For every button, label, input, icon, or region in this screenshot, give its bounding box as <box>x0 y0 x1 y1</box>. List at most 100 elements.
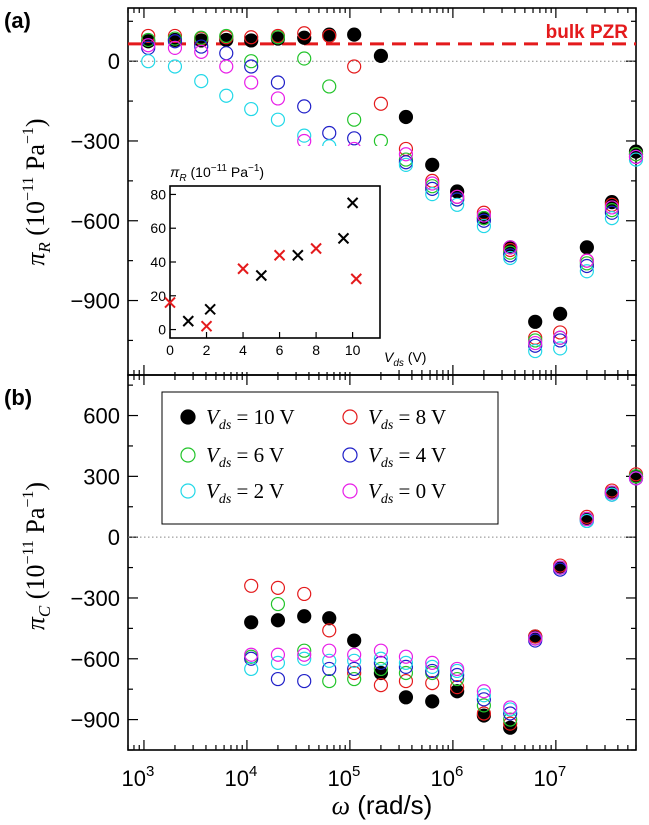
data-point <box>347 27 362 42</box>
x-tick-label: 104 <box>225 763 258 791</box>
data-point <box>425 157 440 173</box>
y-tick-label: −900 <box>70 289 120 314</box>
data-point <box>503 700 518 715</box>
data-point <box>194 30 209 45</box>
inset-cross-marker <box>237 263 249 275</box>
data-point <box>398 155 414 170</box>
inset-cross-marker <box>164 296 176 309</box>
data-point <box>579 240 594 255</box>
data-point <box>373 655 389 670</box>
inset-cross-marker <box>292 249 304 261</box>
legend-marker <box>180 483 196 499</box>
data-point <box>347 665 362 681</box>
data-point <box>244 59 259 74</box>
data-point <box>628 149 644 165</box>
inset-y-tick-label: 0 <box>158 322 166 338</box>
data-point <box>244 578 259 593</box>
data-point <box>628 471 644 486</box>
inset-cross-marker <box>310 242 322 255</box>
data-point <box>373 48 389 63</box>
inset-points <box>164 197 362 332</box>
data-point <box>347 131 362 146</box>
inset-x-tick-label: 4 <box>239 342 247 358</box>
legend-marker <box>342 483 358 499</box>
y-tick-label: 300 <box>83 464 120 489</box>
data-point <box>244 30 259 45</box>
data-point <box>270 655 286 670</box>
data-point <box>425 655 440 670</box>
x-tick-label: 106 <box>430 763 463 791</box>
legend-label: Vds = 6 V <box>206 443 284 471</box>
data-point <box>141 32 156 48</box>
inset-x-tick-label: 8 <box>312 342 320 358</box>
data-point <box>425 694 440 709</box>
inset-y-tick-label: 80 <box>150 186 166 202</box>
inset-cross-marker <box>204 303 216 315</box>
data-point <box>476 698 491 713</box>
data-point <box>297 26 312 41</box>
data-point <box>553 325 568 340</box>
data-point <box>347 661 362 677</box>
panel-b-points <box>244 467 644 735</box>
data-point <box>297 99 312 114</box>
y-tick-label: 0 <box>108 525 120 550</box>
data-point <box>347 59 362 74</box>
data-point <box>425 176 440 191</box>
data-point <box>270 112 286 127</box>
panel-b-x-ticks <box>127 375 637 750</box>
inset-y-tick-label: 40 <box>150 254 166 270</box>
data-point <box>322 643 337 658</box>
data-point <box>297 647 312 662</box>
panel-b-y-axis-label: πC (10−11 Pa−1) <box>20 482 54 630</box>
data-point <box>297 643 312 658</box>
inset-x-label: Vds (V) <box>384 349 426 369</box>
data-point <box>398 665 414 681</box>
y-tick-label: −600 <box>70 647 120 672</box>
data-point <box>579 511 594 527</box>
data-point <box>270 647 286 662</box>
data-point <box>604 485 619 500</box>
data-point <box>425 659 440 674</box>
data-point <box>503 706 518 721</box>
panel-a-y-axis-label: πR (10−11 Pa−1) <box>20 118 54 265</box>
data-point <box>322 653 337 668</box>
inset-cross-marker <box>200 320 213 332</box>
data-point <box>373 661 389 677</box>
data-point <box>476 218 491 234</box>
data-point <box>347 112 362 127</box>
panel-b-frame <box>127 374 637 751</box>
data-point <box>244 75 259 90</box>
data-point <box>553 330 568 345</box>
inset-cross-marker <box>350 273 362 285</box>
data-point <box>476 706 491 721</box>
data-point <box>398 157 414 173</box>
data-point <box>297 673 312 689</box>
data-point <box>219 88 234 103</box>
y-tick-label: −600 <box>70 209 120 234</box>
legend-label: Vds = 8 V <box>368 405 446 433</box>
data-point <box>347 671 362 687</box>
data-point <box>398 690 414 705</box>
data-point <box>322 611 337 626</box>
data-point <box>604 210 619 226</box>
data-point <box>244 647 259 662</box>
panel-a-label: (a) <box>4 8 31 33</box>
data-point <box>347 647 362 662</box>
data-point <box>579 256 594 271</box>
data-point <box>297 30 312 45</box>
inset-chart: πR (10−11 Pa−1) Vds (V) 0 2 4 6 8 10 0 20 40 60 80 <box>150 146 426 372</box>
legend-label: Vds = 4 V <box>368 443 446 471</box>
legend-marker <box>180 409 196 425</box>
data-point <box>398 673 414 689</box>
data-point <box>528 335 543 351</box>
inset-y-tick-label: 60 <box>150 220 166 236</box>
y-tick-label: 600 <box>83 404 120 429</box>
data-point <box>244 651 259 666</box>
inset-y-label: πR (10−11 Pa−1) <box>170 163 264 184</box>
data-point <box>322 673 337 689</box>
data-point <box>297 51 312 66</box>
inset-x-tick-label: 10 <box>345 342 361 358</box>
data-point <box>167 40 183 55</box>
panel-a-x-ticks <box>127 8 637 375</box>
